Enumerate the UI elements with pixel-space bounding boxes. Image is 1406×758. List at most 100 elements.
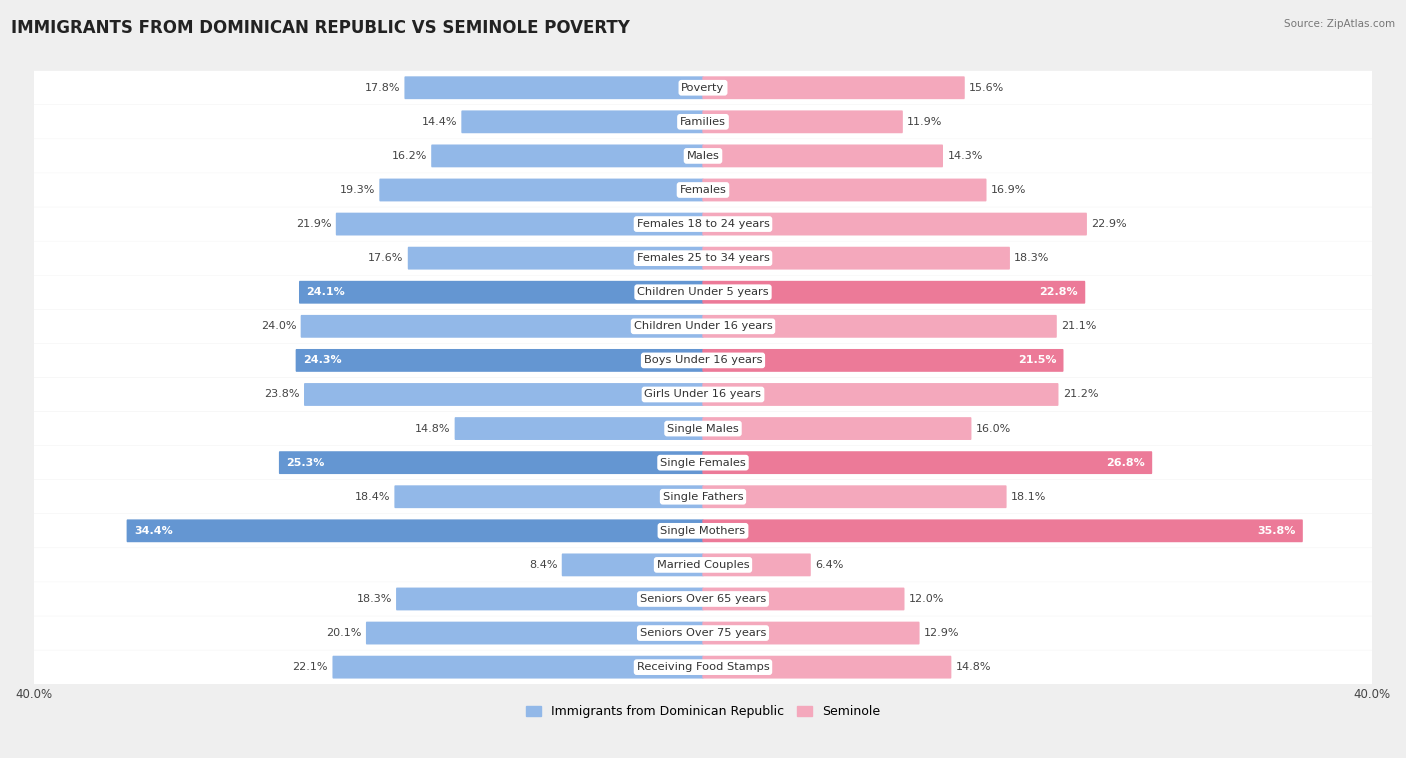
- Text: 23.8%: 23.8%: [264, 390, 299, 399]
- FancyBboxPatch shape: [301, 315, 703, 338]
- Text: 16.2%: 16.2%: [391, 151, 427, 161]
- FancyBboxPatch shape: [0, 412, 1406, 446]
- Text: 21.2%: 21.2%: [1063, 390, 1098, 399]
- Text: 34.4%: 34.4%: [134, 526, 173, 536]
- FancyBboxPatch shape: [0, 650, 1406, 684]
- FancyBboxPatch shape: [703, 587, 904, 610]
- FancyBboxPatch shape: [703, 383, 1059, 406]
- Text: Females: Females: [679, 185, 727, 195]
- FancyBboxPatch shape: [703, 519, 1303, 542]
- FancyBboxPatch shape: [0, 616, 1406, 650]
- Text: 24.1%: 24.1%: [307, 287, 344, 297]
- Text: Boys Under 16 years: Boys Under 16 years: [644, 356, 762, 365]
- Text: 25.3%: 25.3%: [287, 458, 325, 468]
- Text: 18.1%: 18.1%: [1011, 492, 1046, 502]
- FancyBboxPatch shape: [396, 587, 703, 610]
- FancyBboxPatch shape: [0, 582, 1406, 615]
- FancyBboxPatch shape: [0, 105, 1406, 139]
- FancyBboxPatch shape: [0, 548, 1406, 582]
- FancyBboxPatch shape: [0, 514, 1406, 548]
- FancyBboxPatch shape: [0, 71, 1406, 105]
- FancyBboxPatch shape: [703, 451, 1152, 474]
- Text: Girls Under 16 years: Girls Under 16 years: [644, 390, 762, 399]
- FancyBboxPatch shape: [703, 315, 1057, 338]
- Text: 14.8%: 14.8%: [956, 662, 991, 672]
- Text: 20.1%: 20.1%: [326, 628, 361, 638]
- FancyBboxPatch shape: [336, 213, 703, 236]
- FancyBboxPatch shape: [408, 247, 703, 270]
- Text: 8.4%: 8.4%: [529, 560, 557, 570]
- FancyBboxPatch shape: [127, 519, 703, 542]
- FancyBboxPatch shape: [703, 553, 811, 576]
- Text: Single Males: Single Males: [666, 424, 740, 434]
- Text: Females 25 to 34 years: Females 25 to 34 years: [637, 253, 769, 263]
- Text: 21.1%: 21.1%: [1062, 321, 1097, 331]
- Text: Children Under 5 years: Children Under 5 years: [637, 287, 769, 297]
- Text: Seniors Over 75 years: Seniors Over 75 years: [640, 628, 766, 638]
- FancyBboxPatch shape: [703, 485, 1007, 508]
- Text: 16.9%: 16.9%: [991, 185, 1026, 195]
- Text: 14.3%: 14.3%: [948, 151, 983, 161]
- Text: 18.3%: 18.3%: [356, 594, 392, 604]
- Text: 17.8%: 17.8%: [364, 83, 401, 92]
- Text: 17.6%: 17.6%: [368, 253, 404, 263]
- Text: 35.8%: 35.8%: [1257, 526, 1295, 536]
- Text: 18.3%: 18.3%: [1014, 253, 1050, 263]
- FancyBboxPatch shape: [562, 553, 703, 576]
- Text: Married Couples: Married Couples: [657, 560, 749, 570]
- Text: 22.8%: 22.8%: [1039, 287, 1078, 297]
- FancyBboxPatch shape: [366, 622, 703, 644]
- Text: 21.5%: 21.5%: [1018, 356, 1056, 365]
- FancyBboxPatch shape: [461, 111, 703, 133]
- FancyBboxPatch shape: [703, 349, 1063, 372]
- Text: 18.4%: 18.4%: [354, 492, 389, 502]
- Text: 24.3%: 24.3%: [304, 356, 342, 365]
- FancyBboxPatch shape: [0, 241, 1406, 275]
- Text: 14.4%: 14.4%: [422, 117, 457, 127]
- Text: Source: ZipAtlas.com: Source: ZipAtlas.com: [1284, 19, 1395, 29]
- Text: 15.6%: 15.6%: [969, 83, 1004, 92]
- FancyBboxPatch shape: [278, 451, 703, 474]
- Text: Seniors Over 65 years: Seniors Over 65 years: [640, 594, 766, 604]
- FancyBboxPatch shape: [0, 309, 1406, 343]
- FancyBboxPatch shape: [0, 275, 1406, 309]
- FancyBboxPatch shape: [432, 145, 703, 168]
- FancyBboxPatch shape: [703, 247, 1010, 270]
- FancyBboxPatch shape: [0, 446, 1406, 480]
- FancyBboxPatch shape: [405, 77, 703, 99]
- Text: 16.0%: 16.0%: [976, 424, 1011, 434]
- FancyBboxPatch shape: [295, 349, 703, 372]
- Text: 24.0%: 24.0%: [262, 321, 297, 331]
- Legend: Immigrants from Dominican Republic, Seminole: Immigrants from Dominican Republic, Semi…: [522, 700, 884, 723]
- FancyBboxPatch shape: [703, 656, 952, 678]
- FancyBboxPatch shape: [304, 383, 703, 406]
- Text: Single Females: Single Females: [661, 458, 745, 468]
- FancyBboxPatch shape: [0, 207, 1406, 241]
- Text: Females 18 to 24 years: Females 18 to 24 years: [637, 219, 769, 229]
- FancyBboxPatch shape: [703, 77, 965, 99]
- FancyBboxPatch shape: [0, 139, 1406, 173]
- Text: 26.8%: 26.8%: [1107, 458, 1144, 468]
- Text: 12.0%: 12.0%: [908, 594, 945, 604]
- Text: Receiving Food Stamps: Receiving Food Stamps: [637, 662, 769, 672]
- FancyBboxPatch shape: [703, 280, 1085, 304]
- Text: 14.8%: 14.8%: [415, 424, 450, 434]
- FancyBboxPatch shape: [703, 213, 1087, 236]
- Text: 6.4%: 6.4%: [815, 560, 844, 570]
- FancyBboxPatch shape: [703, 145, 943, 168]
- FancyBboxPatch shape: [703, 179, 987, 202]
- Text: Poverty: Poverty: [682, 83, 724, 92]
- Text: 11.9%: 11.9%: [907, 117, 942, 127]
- Text: 12.9%: 12.9%: [924, 628, 959, 638]
- FancyBboxPatch shape: [0, 377, 1406, 412]
- Text: Males: Males: [686, 151, 720, 161]
- FancyBboxPatch shape: [703, 111, 903, 133]
- FancyBboxPatch shape: [299, 280, 703, 304]
- FancyBboxPatch shape: [454, 417, 703, 440]
- Text: 19.3%: 19.3%: [340, 185, 375, 195]
- Text: 40.0%: 40.0%: [15, 688, 52, 701]
- Text: 40.0%: 40.0%: [1354, 688, 1391, 701]
- FancyBboxPatch shape: [0, 343, 1406, 377]
- FancyBboxPatch shape: [395, 485, 703, 508]
- FancyBboxPatch shape: [703, 622, 920, 644]
